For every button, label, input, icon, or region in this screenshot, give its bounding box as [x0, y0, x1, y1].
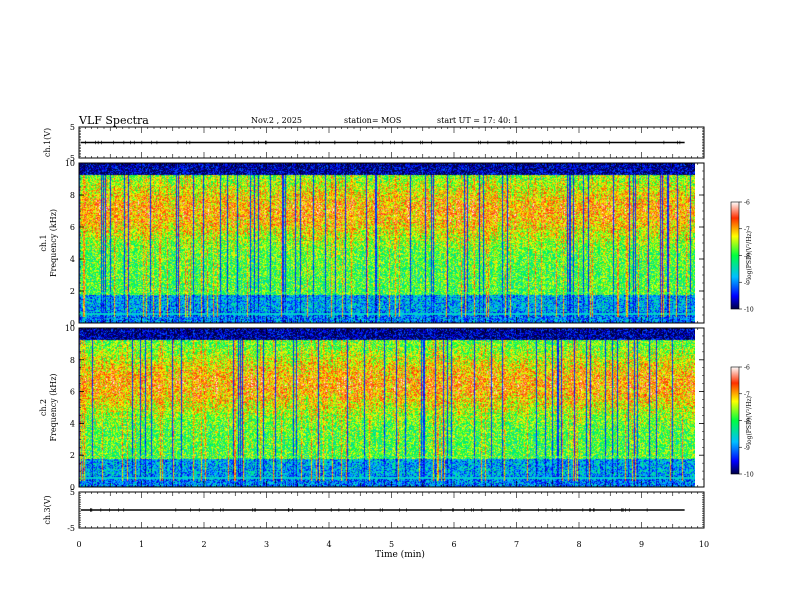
colorbar-tick-label: -7	[744, 391, 750, 398]
y-tick-label: 5	[70, 123, 75, 132]
x-tick-label: 1	[139, 540, 144, 549]
figure-title: VLF Spectra	[78, 114, 149, 127]
colorbar-label: log(PSD)(V²/Hz)	[746, 396, 753, 445]
y-tick-label: 8	[70, 356, 75, 365]
colorbar-tick-label: -6	[744, 200, 750, 207]
y-tick-label: 8	[70, 191, 75, 200]
panel-frame	[78, 126, 705, 159]
colorbar-tick-label: -6	[744, 365, 750, 372]
ch1-waveform-panel: 5 -5 ch.1(V)	[43, 123, 705, 163]
x-tick-label: 9	[639, 540, 644, 549]
y-axis-channel-label: ch.1	[39, 234, 48, 251]
y-tick-label: 0	[70, 319, 75, 328]
colorbar	[730, 201, 740, 310]
colorbar-tick-label: -7	[744, 226, 750, 233]
x-axis-label: Time (min)	[375, 549, 425, 560]
y-tick-label: 5	[70, 488, 75, 497]
ch1-spectrogram-panel: 0 2 4 6 8 10 ch.1 Frequency (kHz) -6 -7 -8 -9 -10 log…	[39, 159, 754, 328]
y-tick-label: 4	[70, 419, 75, 428]
x-tick-label: 0	[76, 540, 81, 549]
colorbar-label: log(PSD)(V²/Hz)	[746, 231, 753, 280]
panel-frame	[78, 491, 705, 529]
y-tick-label: 0	[70, 483, 75, 492]
x-tick-label: 2	[201, 540, 206, 549]
x-tick-label: 7	[514, 540, 519, 549]
y-tick-label: 6	[70, 388, 75, 397]
ch2-spectrogram-panel: 0 2 4 6 8 10 ch.2 Frequency (kHz) -6 -7 -8 -9 -10 log…	[39, 324, 754, 492]
x-tick-label: 10	[699, 540, 709, 549]
x-tick-label: 4	[326, 540, 331, 549]
colorbar-tick-label: -8	[744, 418, 750, 425]
x-tick-label: 5	[389, 540, 394, 549]
y-axis-label: Frequency (kHz)	[49, 209, 58, 277]
y-axis-label: ch.3(V)	[43, 495, 52, 524]
start-ut-label: start UT = 17: 40: 1	[437, 116, 518, 125]
panel-frame	[78, 327, 705, 488]
colorbar-tick-label: -10	[744, 307, 754, 314]
x-tick-label: 3	[264, 540, 269, 549]
colorbar	[730, 366, 740, 475]
colorbar-tick-label: -10	[744, 472, 754, 479]
date-label: Nov.2 , 2025	[251, 116, 302, 125]
y-tick-label: 10	[65, 324, 75, 333]
y-axis-label: ch.1(V)	[43, 128, 52, 157]
spectrogram-image	[79, 328, 695, 487]
y-tick-label: 10	[65, 159, 75, 168]
y-axis-channel-label: ch.2	[39, 399, 48, 416]
y-tick-label: 4	[70, 255, 75, 264]
colorbar-tick-label: -9	[744, 445, 750, 452]
colorbar-tick-label: -8	[744, 253, 750, 260]
spectrogram-image	[79, 163, 695, 323]
ch3-waveform-panel: 5 -5 ch.3(V)	[43, 488, 705, 533]
y-tick-label: 2	[70, 451, 75, 460]
colorbar-tick-label: -9	[744, 280, 750, 287]
y-tick-label: 2	[70, 287, 75, 296]
time-axis: 0 1 2 3 4 5 6 7 8 9 10	[76, 540, 709, 549]
x-tick-label: 8	[576, 540, 581, 549]
station-label: station= MOS	[344, 116, 401, 125]
y-tick-label: -5	[67, 524, 75, 533]
y-tick-label: -5	[67, 154, 75, 163]
y-tick-label: 6	[70, 223, 75, 232]
panel-frame	[78, 162, 705, 324]
y-axis-label: Frequency (kHz)	[49, 373, 58, 441]
x-tick-label: 6	[451, 540, 456, 549]
